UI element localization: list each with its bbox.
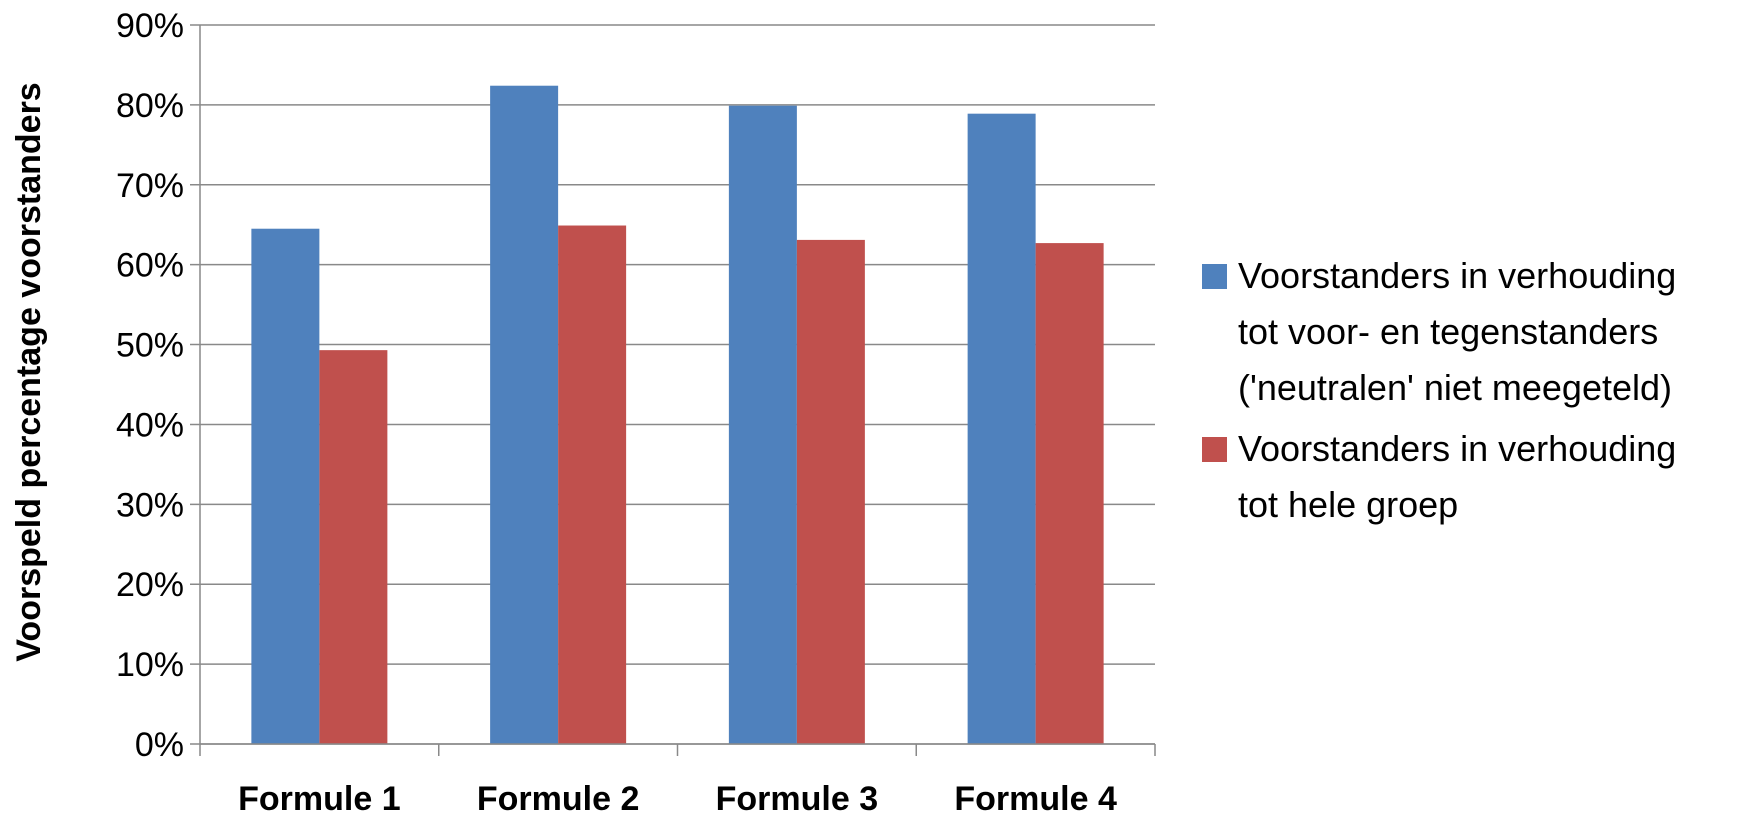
y-tick-label: 50% <box>116 327 184 365</box>
legend-label-1: tot voor- en tegenstanders <box>1238 311 1658 352</box>
legend-label-2: Voorstanders in verhouding <box>1238 428 1676 469</box>
bar-2-4 <box>1035 243 1104 744</box>
bar-1-2 <box>490 85 559 744</box>
y-tick-labels: 0% 10% 20% 30% 40% 50% 60% 70% 80% 90% <box>116 7 184 764</box>
x-tick-label: Formule 3 <box>716 780 878 815</box>
y-tick-label: 20% <box>116 566 184 604</box>
x-tick-label: Formule 2 <box>477 780 639 815</box>
y-tick-label: 40% <box>116 406 184 444</box>
y-tick-label: 80% <box>116 87 184 125</box>
legend-label-1: ('neutralen' niet meegeteld) <box>1238 367 1672 408</box>
x-tick-label: Formule 1 <box>238 780 400 815</box>
legend-swatch-1 <box>1202 264 1227 289</box>
y-tick-label: 30% <box>116 486 184 524</box>
x-tick-labels: Formule 1 Formule 2 Formule 3 Formule 4 <box>238 780 1117 815</box>
y-tick-label: 70% <box>116 167 184 205</box>
legend-swatch-2 <box>1202 437 1227 462</box>
y-tick-label: 90% <box>116 7 184 45</box>
bar-1-3 <box>728 105 797 745</box>
y-tick-label: 60% <box>116 247 184 285</box>
bar-2-2 <box>558 225 627 744</box>
bar-2-1 <box>319 350 388 744</box>
bars <box>251 85 1104 745</box>
bar-1-1 <box>251 228 320 744</box>
legend-label-2: tot hele groep <box>1238 484 1458 525</box>
x-tick-label: Formule 4 <box>954 780 1117 815</box>
legend: Voorstanders in verhouding tot voor- en t… <box>1202 255 1676 525</box>
bar-2-3 <box>796 239 865 744</box>
y-tick-label: 0% <box>135 726 184 764</box>
bar-1-4 <box>967 113 1036 745</box>
legend-label-1: Voorstanders in verhouding <box>1238 255 1676 296</box>
y-axis-title: Voorspeld percentage voorstanders <box>10 82 48 661</box>
y-tick-label: 10% <box>116 646 184 684</box>
x-axis <box>199 743 1156 756</box>
